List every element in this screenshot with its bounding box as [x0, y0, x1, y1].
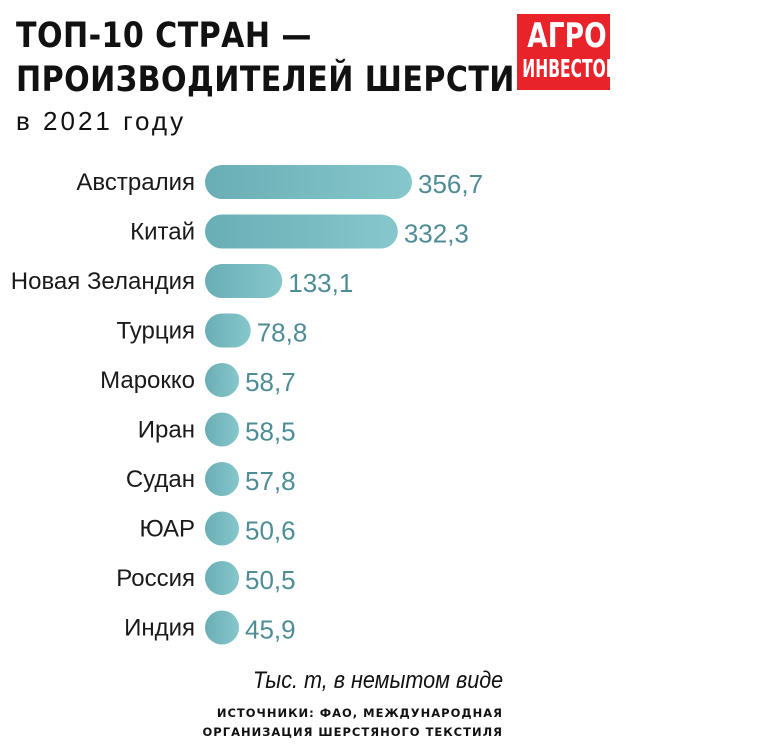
value-label: 78,8	[257, 318, 308, 348]
category-label: Судан	[126, 466, 195, 493]
bar	[205, 264, 283, 298]
value-label: 50,6	[245, 516, 296, 546]
bars-group: Австралия 356,7 Китай 332,3 Новая Зеландия 13…	[11, 165, 483, 645]
category-label: Турция	[116, 318, 195, 345]
category-label: Марокко	[100, 367, 195, 394]
unit-note: Тыс. т, в немытом виде	[252, 667, 503, 694]
bar	[205, 462, 239, 496]
sources-note: ИСТОЧНИКИ: ФАО, МЕЖДУНАРОДНАЯ ОРГАНИЗАЦИ…	[203, 704, 503, 742]
bar-chart: Австралия 356,7 Китай 332,3 Новая Зеландия 13…	[11, 165, 483, 645]
title-line-1: ТОП-10 СТРАН —	[16, 16, 312, 56]
chart-subtitle: в 2021 году	[16, 106, 187, 136]
agroinvestor-logo: АГРО ИНВЕСТОР	[517, 14, 618, 90]
title-line-2: ПРОИЗВОДИТЕЛЕЙ ШЕРСТИ	[16, 60, 515, 100]
category-label: ЮАР	[140, 516, 195, 543]
bar	[205, 610, 239, 645]
value-label: 133,1	[288, 268, 353, 298]
sources-line-2: ОРГАНИЗАЦИЯ ШЕРСТЯНОГО ТЕКСТИЛЯ	[202, 725, 503, 739]
value-label: 58,7	[245, 367, 296, 397]
bar	[205, 511, 239, 546]
bar	[205, 363, 240, 397]
logo-line-1: АГРО	[527, 16, 607, 56]
logo-line-2: ИНВЕСТОР	[522, 54, 618, 83]
value-label: 332,3	[404, 219, 469, 249]
bar	[205, 214, 398, 249]
category-label: Новая Зеландия	[11, 268, 195, 295]
value-label: 57,8	[245, 466, 296, 496]
bar	[205, 313, 251, 348]
value-label: 50,5	[245, 565, 296, 595]
value-label: 45,9	[245, 615, 296, 645]
value-label: 58,5	[245, 417, 296, 447]
category-label: Индия	[124, 615, 195, 642]
bar	[205, 412, 239, 447]
bar	[205, 165, 412, 199]
bar	[205, 561, 239, 595]
value-label: 356,7	[418, 169, 483, 199]
category-label: Россия	[116, 565, 195, 592]
category-label: Китай	[130, 219, 195, 246]
chart-title: ТОП-10 СТРАН — ПРОИЗВОДИТЕЛЕЙ ШЕРСТИ	[16, 14, 515, 102]
sources-line-1: ИСТОЧНИКИ: ФАО, МЕЖДУНАРОДНАЯ	[216, 706, 503, 720]
category-label: Австралия	[76, 169, 195, 196]
category-label: Иран	[138, 417, 195, 444]
